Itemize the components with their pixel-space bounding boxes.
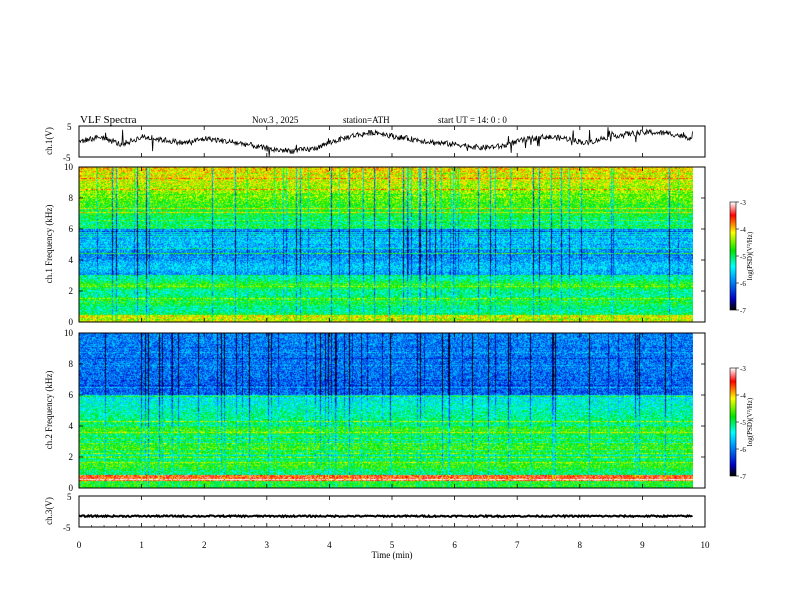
ch1-waveform-trace — [78, 127, 693, 157]
time-tick-label: 9 — [640, 540, 645, 550]
colorbar-tick-label: -7 — [740, 473, 746, 481]
ch1-ylabel: ch.1(V) — [44, 127, 54, 155]
freq-tick-label: 4 — [69, 255, 74, 265]
freq-tick-label: 0 — [69, 317, 74, 327]
colorbar-tick-label: -6 — [740, 446, 746, 454]
colorbar-tick-label: -3 — [740, 365, 746, 373]
freq-tick-label: 6 — [69, 224, 74, 234]
ch1-freq-ylabel: ch.1 Frequency (kHz) — [44, 205, 54, 284]
colorbar-tick-label: -4 — [740, 226, 746, 234]
ch3-ytick-bottom: -5 — [63, 523, 71, 533]
ch1-ytick-bottom: -5 — [63, 153, 71, 163]
ch2-spectrogram-canvas-wrap — [79, 333, 693, 488]
time-tick-label: 0 — [77, 540, 82, 550]
ch3-waveform-trace — [78, 513, 693, 519]
time-tick-label: 3 — [265, 540, 270, 550]
time-tick-label: 7 — [515, 540, 520, 550]
freq-tick-label: 2 — [69, 286, 74, 296]
colorbar-tick-label: -7 — [740, 307, 746, 315]
freq-tick-label: 8 — [69, 193, 74, 203]
ch3-ytick-top: 5 — [67, 492, 72, 502]
ch1-colorbar — [730, 202, 736, 310]
ch2-colorbar-label: log(PSD)(V²/Hz) — [746, 397, 754, 446]
ch1-freq-ticks: 0 2 4 6 8 10 — [64, 162, 705, 327]
time-tick-label: 1 — [139, 540, 144, 550]
freq-tick-label: 0 — [69, 483, 74, 493]
ch2-spectrogram-image — [79, 333, 693, 488]
freq-tick-label: 10 — [64, 328, 74, 338]
time-axis-label: Time (min) — [372, 550, 413, 560]
ch1-colorbar-wrap — [730, 202, 736, 310]
ch1-colorbar-ticks: -3 -4 -5 -6 -7 — [736, 199, 746, 315]
start-ut-label: start UT = 14: 0 : 0 — [438, 115, 507, 125]
colorbar-tick-label: -4 — [740, 392, 746, 400]
time-tick-label: 8 — [578, 540, 583, 550]
figure-title: VLF Spectra — [80, 114, 137, 126]
colorbar-tick-label: -5 — [740, 253, 746, 261]
ch1-ytick-top: 5 — [67, 122, 72, 132]
freq-tick-label: 10 — [64, 162, 74, 172]
ch3-waveform-frame — [78, 495, 706, 528]
freq-tick-label: 2 — [69, 452, 74, 462]
date-label: Nov.3 , 2025 — [252, 115, 299, 125]
ch2-colorbar-ticks: -3 -4 -5 -6 -7 — [736, 365, 746, 481]
time-tick-label: 6 — [452, 540, 457, 550]
ch1-waveform-panel: 5 -5 ch.1(V) — [44, 122, 706, 163]
station-label: station=ATH — [343, 115, 390, 125]
colorbar-tick-label: -3 — [740, 199, 746, 207]
freq-tick-label: 8 — [69, 359, 74, 369]
time-tick-label: 5 — [390, 540, 395, 550]
ch1-colorbar-label: log(PSD)(V²/Hz) — [746, 231, 754, 280]
time-axis: 0 1 2 3 4 5 6 7 8 9 10 — [77, 126, 710, 550]
freq-tick-label: 4 — [69, 421, 74, 431]
ch2-freq-ylabel: ch.2 Frequency (kHz) — [44, 371, 54, 450]
ch1-waveform-line — [78, 127, 693, 157]
colorbar-tick-label: -6 — [740, 280, 746, 288]
freq-tick-label: 6 — [69, 390, 74, 400]
ch2-colorbar-wrap — [730, 368, 736, 476]
ch1-spectrogram-canvas-wrap — [79, 167, 693, 322]
ch1-spectrogram-image — [79, 167, 693, 322]
ch3-waveform-panel: 5 -5 ch.3(V) — [44, 492, 706, 533]
ch3-waveform-line — [78, 513, 693, 519]
time-tick-label: 4 — [327, 540, 332, 550]
time-tick-label: 2 — [202, 540, 207, 550]
time-tick-label: 10 — [701, 540, 711, 550]
ch2-colorbar — [730, 368, 736, 476]
ch3-ylabel: ch.3(V) — [44, 497, 54, 525]
ch2-freq-ticks: 0 2 4 6 8 10 — [64, 328, 705, 493]
colorbar-tick-label: -5 — [740, 419, 746, 427]
